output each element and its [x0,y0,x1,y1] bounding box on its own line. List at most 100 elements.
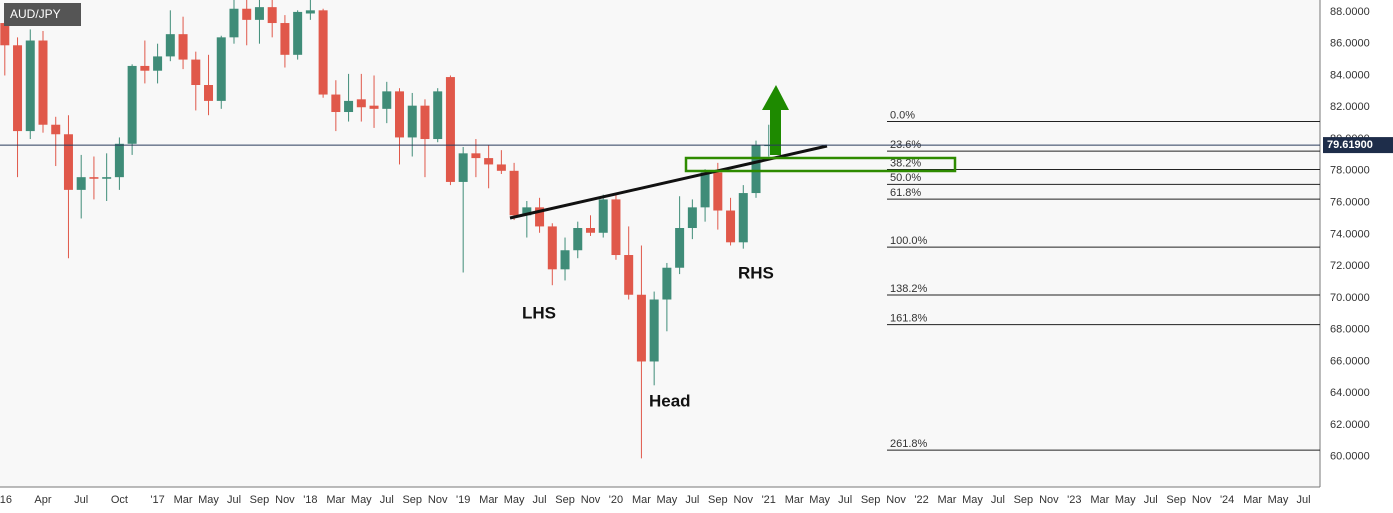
x-tick-label: '19 [456,494,470,506]
x-tick-label: Sep [1014,494,1034,506]
candle-body [420,105,430,140]
candle-body [445,77,455,182]
y-tick-label: 86.0000 [1330,38,1370,50]
candle-body [598,199,608,233]
candle-body [585,228,595,233]
candle-body [675,228,685,268]
y-tick-label: 74.0000 [1330,228,1370,240]
x-tick-label: Nov [275,494,295,506]
x-tick-label: '16 [0,494,12,506]
candle-body [280,23,290,55]
fib-label: 261.8% [890,438,928,450]
fib-label: 50.0% [890,172,921,184]
x-tick-label: May [1268,494,1289,506]
candle-body [484,158,494,165]
candle-body [165,34,175,57]
candle-body [751,145,761,194]
price-axis [1320,0,1393,513]
candle-body [344,100,354,113]
x-tick-label: Nov [1192,494,1212,506]
candle-body [535,207,545,227]
x-tick-label: Mar [785,494,804,506]
annotation: LHS [522,303,556,322]
x-tick-label: May [198,494,219,506]
x-tick-label: Oct [111,494,128,506]
chart-title: AUD/JPY [10,7,61,21]
candle-body [471,153,481,159]
x-tick-label: Apr [34,494,51,506]
candle-body [433,91,443,140]
candle-body [63,134,73,190]
x-tick-label: Mar [1243,494,1262,506]
overlay: LHS Head RHS [0,85,1320,410]
x-tick-label: '17 [150,494,164,506]
breakout-zone [684,156,957,173]
x-tick-label: Sep [1166,494,1186,506]
candle-body [102,177,112,179]
fib-label: 0.0% [890,109,915,121]
candle-body [51,124,61,135]
fib-label: 138.2% [890,283,928,295]
candle-body [395,91,405,138]
x-tick-label: Mar [479,494,498,506]
candle-body [687,207,697,229]
y-tick-label: 64.0000 [1330,387,1370,399]
x-tick-label: Sep [555,494,575,506]
candle-body [25,40,35,132]
x-tick-label: Sep [861,494,881,506]
x-tick-label: Mar [632,494,651,506]
candle-body [267,7,277,24]
candle-body [458,153,468,182]
candle-body [649,299,659,362]
x-tick-label: Jul [1296,494,1310,506]
y-tick-label: 72.0000 [1330,260,1370,272]
y-tick-label: 66.0000 [1330,355,1370,367]
x-tick-label: '24 [1220,494,1234,506]
symbol-badge [4,3,81,26]
y-tick-label: 84.0000 [1330,69,1370,81]
x-tick-label: '18 [303,494,317,506]
x-tick-label: Jul [991,494,1005,506]
x-tick-label: May [504,494,525,506]
candle-body [0,23,10,46]
annotation: RHS [738,263,774,282]
x-tick-label: Mar [938,494,957,506]
candle-body [38,40,48,125]
axes: 60.0000 62.0000 64.0000 66.0000 68.0000 70.00… [0,6,1393,506]
fib-label: 100.0% [890,235,928,247]
x-tick-label: Jul [533,494,547,506]
candle-body [76,177,86,190]
candle-body [611,199,621,256]
candle-body [662,267,672,300]
candle-body [356,99,366,108]
x-tick-label: Jul [1144,494,1158,506]
candle-body [204,85,214,101]
candle-body [522,207,532,216]
candle-body [496,164,506,171]
fib-levels: 0.0%23.6%38.2%50.0%61.8%100.0%138.2%161.… [887,109,1320,451]
y-tick-label: 70.0000 [1330,292,1370,304]
y-tick-label: 60.0000 [1330,451,1370,463]
candle-body [242,8,252,20]
x-tick-label: Sep [708,494,728,506]
candle-body [153,56,163,71]
candle-body [573,228,583,251]
candle-body [114,143,124,178]
x-tick-label: '23 [1067,494,1081,506]
x-tick-label: Mar [326,494,345,506]
time-axis [0,487,1320,513]
candle-body [331,94,341,113]
x-tick-label: May [962,494,983,506]
x-tick-label: May [656,494,677,506]
candle-body [700,172,710,208]
candle-body [191,59,201,86]
candle-body [293,11,303,55]
x-tick-label: '22 [914,494,928,506]
arrow-shaft [770,108,781,155]
candle-body [560,250,570,270]
arrow-head [762,85,789,110]
annotation: Head [649,391,691,410]
candle-body [140,65,150,71]
x-tick-label: Sep [250,494,270,506]
candle-body [407,105,417,138]
